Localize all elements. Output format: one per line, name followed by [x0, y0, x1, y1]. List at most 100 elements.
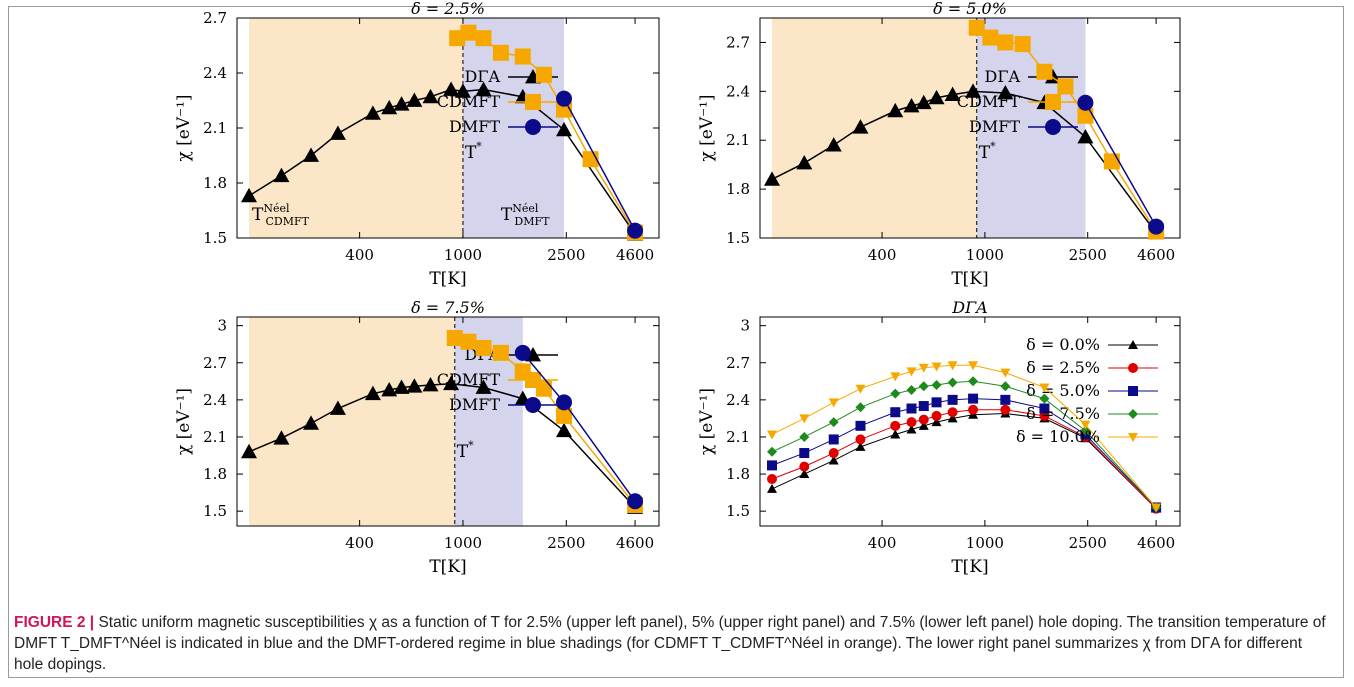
data-point [627, 493, 644, 510]
data-point [556, 121, 573, 137]
series-DMFT [514, 344, 644, 510]
series-line [771, 380, 1157, 508]
caption-text: Static uniform magnetic susceptibilities… [14, 614, 1326, 673]
legend-label: δ = 0.0% [1026, 335, 1100, 354]
series-CDMFT [446, 330, 644, 513]
panel-2: 1.5 1.8 2.1 2.4 2.7 400 1000 2500 4600 δ = 5.0% T[… [697, 0, 1181, 289]
x-tick-label: 2500 [547, 534, 585, 552]
series-line [563, 98, 636, 232]
y-tick-label: 2.4 [203, 391, 227, 409]
data-point [422, 88, 439, 104]
legend-marker [1128, 409, 1138, 419]
x-tick-label: 400 [345, 534, 374, 552]
x-tick-label: 1000 [966, 534, 1004, 552]
data-point [968, 19, 985, 36]
data-point [887, 102, 904, 118]
shaded-region-orange [249, 317, 455, 526]
y-tick-label: 1.8 [726, 465, 750, 483]
data-point [890, 388, 901, 399]
data-point [982, 29, 999, 46]
data-point [947, 394, 958, 405]
data-point [947, 361, 958, 371]
legend-label: CDMFT [437, 370, 501, 389]
data-point [1057, 78, 1074, 95]
x-tick-label: 4600 [616, 534, 654, 552]
data-point [968, 361, 979, 371]
x-axis-label: T[K] [951, 557, 988, 577]
data-point [918, 420, 929, 430]
data-point [475, 379, 492, 394]
data-point [406, 378, 423, 393]
panel-1: 1.5 1.8 2.1 2.4 2.7 400 1000 2500 4600 δ = 2.5% T[… [174, 0, 660, 289]
tstar-annotation: T* [465, 140, 482, 163]
data-point [918, 401, 929, 412]
data-point [381, 381, 398, 397]
x-tick-label: 4600 [1137, 246, 1175, 264]
figure-frame [8, 6, 1344, 678]
data-point [767, 460, 777, 471]
y-axis-label: χ [eV⁻¹] [697, 388, 717, 455]
y-tick-label: 1.5 [203, 502, 227, 520]
data-point [1039, 393, 1050, 404]
tstar-annotation: T* [979, 140, 996, 163]
legend-label: DMFT [969, 117, 1020, 136]
legend-label: DΓA [465, 67, 501, 86]
y-tick-label: 1.5 [726, 229, 750, 247]
data-point [460, 333, 477, 350]
series-DΓA [241, 81, 644, 241]
series-δ = 5.0% [767, 393, 1162, 513]
legend-marker [525, 372, 541, 388]
legend-label: δ = 10.0% [1016, 427, 1100, 446]
legend-marker [1128, 386, 1138, 396]
data-point [915, 94, 932, 110]
data-point [825, 137, 842, 152]
data-point [556, 407, 573, 424]
y-tick-label: 2.7 [726, 354, 750, 372]
data-point [965, 83, 982, 98]
x-tick-label: 2500 [1069, 534, 1107, 552]
data-point [968, 376, 979, 387]
data-point [906, 367, 917, 377]
data-point [475, 30, 492, 47]
data-point [906, 417, 917, 428]
legend-label: δ = 5.0% [1026, 381, 1100, 400]
data-point [997, 84, 1014, 100]
x-axis-label: T[K] [429, 557, 466, 577]
data-point [890, 407, 901, 418]
data-point [535, 66, 552, 83]
data-point [556, 394, 573, 411]
data-point [767, 446, 777, 457]
x-tick-label: 4600 [1137, 534, 1175, 552]
data-point [406, 92, 423, 107]
y-tick-label: 1.5 [726, 502, 750, 520]
y-tick-label: 1.8 [203, 465, 227, 483]
data-point [890, 420, 901, 431]
data-point [1014, 36, 1031, 53]
plot-frame [759, 17, 1181, 239]
data-point [475, 339, 492, 356]
x-tick-label: 400 [868, 246, 897, 264]
legend-marker [525, 119, 541, 135]
data-point [918, 414, 929, 425]
series-DΓA [764, 83, 1165, 240]
annotation-t-cdmft-neel: TNéel CDMFT [252, 202, 310, 228]
data-point [381, 99, 398, 115]
data-point [796, 155, 813, 170]
x-axis-label: T[K] [951, 269, 988, 289]
data-point [514, 344, 531, 361]
data-point [1077, 107, 1094, 124]
y-tick-label: 1.5 [203, 229, 227, 247]
data-point [947, 407, 958, 418]
legend-label: CDMFT [957, 92, 1021, 111]
y-tick-label: 2.7 [203, 354, 227, 372]
data-point [1077, 128, 1094, 144]
y-axis-label: χ [eV⁻¹] [174, 388, 194, 455]
data-point [443, 81, 460, 96]
y-tick-label: 3 [217, 317, 227, 335]
data-point [767, 430, 777, 440]
y-tick-label: 2.4 [203, 64, 227, 82]
series-line [771, 90, 1157, 234]
series-line [771, 364, 1157, 508]
data-point [446, 330, 463, 347]
data-point [852, 119, 869, 134]
